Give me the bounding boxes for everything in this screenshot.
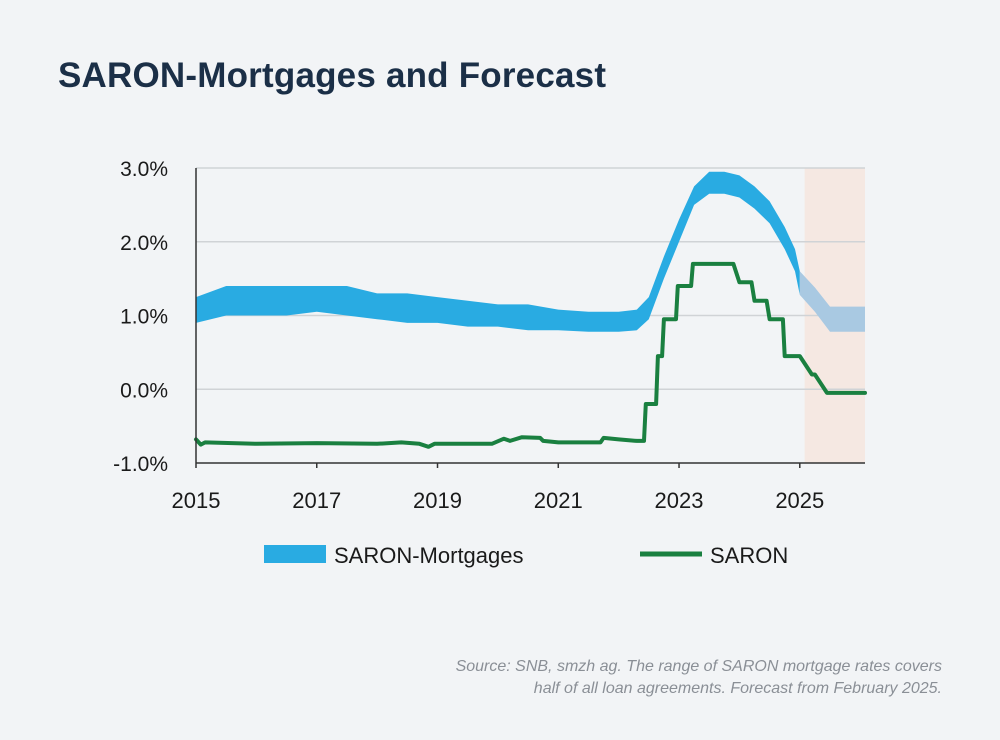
- saron-line: [194, 261, 867, 449]
- y-tick-label: -1.0%: [113, 453, 168, 476]
- x-tick-label: 2017: [292, 488, 341, 513]
- series-layer: [194, 171, 867, 449]
- x-tick-label: 2025: [775, 488, 824, 513]
- y-tick-label: 1.0%: [120, 306, 168, 329]
- legend-swatch-mortgages: [264, 545, 326, 563]
- source-line-1: Source: SNB, smzh ag. The range of SARON…: [455, 658, 942, 675]
- legend-layer: SARON-Mortgages SARON: [264, 543, 788, 568]
- legend-label-mortgages: SARON-Mortgages: [334, 543, 524, 568]
- x-tick-label: 2015: [172, 488, 221, 513]
- mortgage-forecast-band: [799, 271, 865, 332]
- y-tick-label: 0.0%: [120, 379, 168, 402]
- x-tick-label: 2021: [534, 488, 583, 513]
- mortgage-band: [196, 171, 800, 332]
- axes-layer: 3.0% 2.0% 1.0% 0.0% -1.0%2015 2017 2019 2021 202…: [113, 158, 865, 513]
- source-note: Source: SNB, smzh ag. The range of SARON…: [322, 656, 942, 700]
- x-tick-label: 2023: [655, 488, 704, 513]
- source-line-2: half of all loan agreements. Forecast fr…: [533, 680, 942, 697]
- legend-label-saron: SARON: [710, 543, 788, 568]
- chart-title: SARON-Mortgages and Forecast: [58, 56, 607, 95]
- y-tick-label: 2.0%: [120, 232, 168, 255]
- y-tick-label: 3.0%: [120, 158, 168, 181]
- x-tick-label: 2019: [413, 488, 462, 513]
